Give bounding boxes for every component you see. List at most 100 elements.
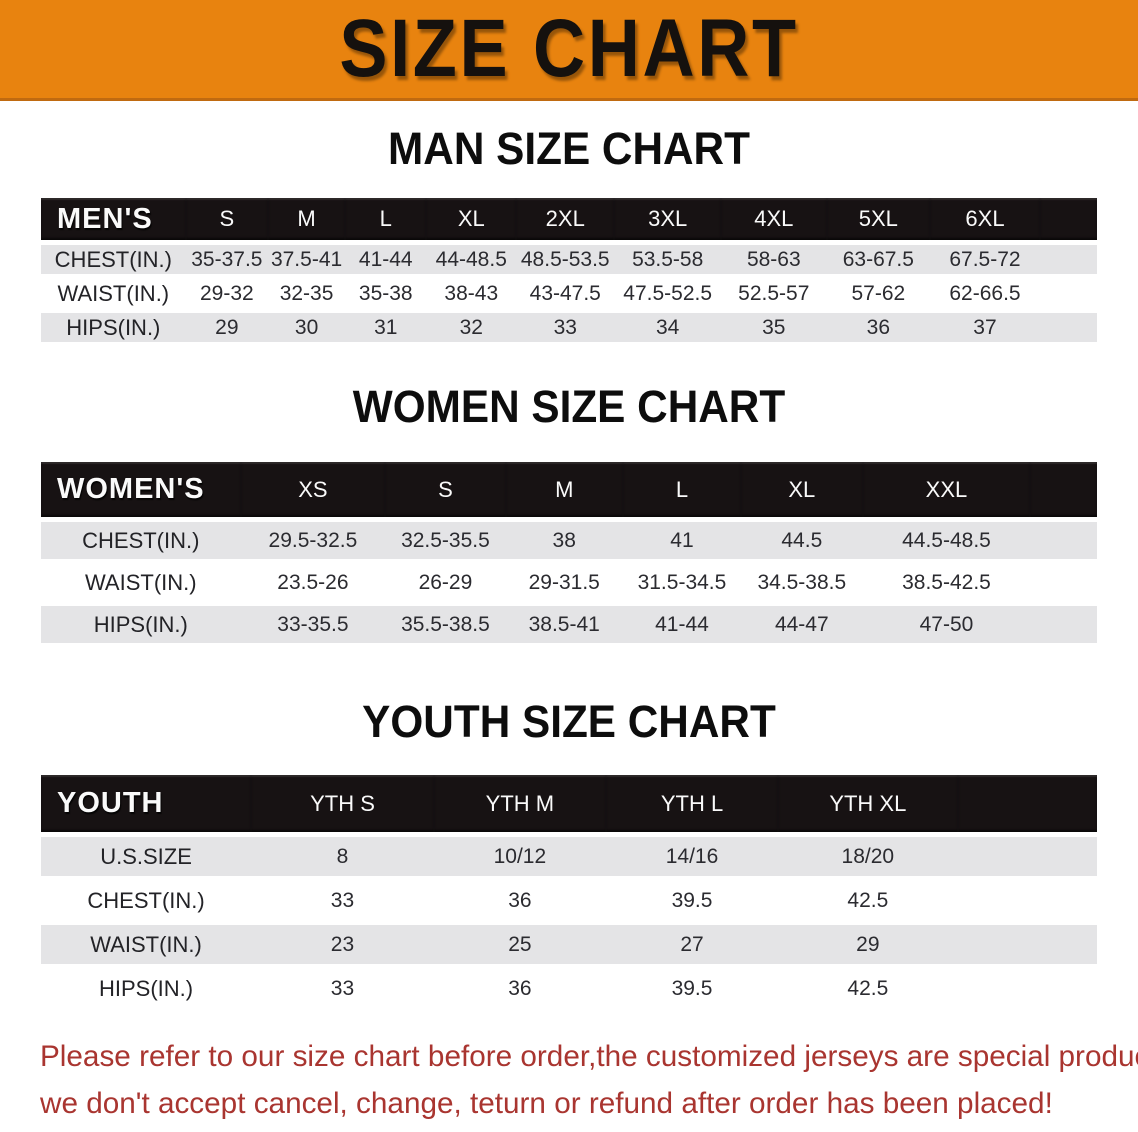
size-column-header: 4XL [721,198,827,240]
measurement-row-label: HIPS(IN.) [41,606,241,643]
size-value: 29 [778,925,958,964]
row-spacer [957,881,1097,920]
table-corner-label: YOUTH [41,775,252,832]
size-value: 42.5 [778,969,958,1008]
size-value: 63-67.5 [826,245,931,274]
size-value: 47.5-52.5 [614,279,721,308]
size-value: 34 [614,313,721,342]
measurement-row-label: CHEST(IN.) [41,522,241,559]
size-column-header: XL [741,462,863,517]
measurement-row: CHEST(IN.) 29.5-32.5 32.5-35.5 38 41 44.5 44.5… [41,522,1097,559]
size-column-header: S [385,462,506,517]
size-value: 41-44 [622,606,742,643]
size-value: 31 [345,313,427,342]
size-value: 37.5-41 [268,245,346,274]
row-spacer [957,925,1097,964]
size-column-header: 6XL [930,198,1040,240]
row-spacer [1030,564,1097,601]
men-chart-heading: MAN SIZE CHART [388,123,750,174]
size-value: 23 [251,925,434,964]
size-value: 29.5-32.5 [240,522,386,559]
size-value: 39.5 [605,881,779,920]
banner-title: SIZE CHART [339,3,799,94]
measurement-row-label: U.S.SIZE [41,837,252,876]
size-value: 33 [516,313,615,342]
size-value: 31.5-34.5 [622,564,742,601]
size-value: 39.5 [605,969,779,1008]
size-value: 41 [622,522,742,559]
size-value: 27 [605,925,779,964]
measurement-row: CHEST(IN.) 33 36 39.5 42.5 [41,881,1097,920]
row-spacer [1030,522,1097,559]
size-value: 62-66.5 [930,279,1040,308]
size-column-header: 3XL [614,198,721,240]
size-value: 25 [433,925,606,964]
size-header-row: WOMEN'S XS S M L XL XXL [41,462,1097,517]
size-value: 35 [721,313,827,342]
size-column-header: S [185,198,269,240]
size-value: 52.5-57 [721,279,827,308]
size-value: 33 [251,881,434,920]
size-value: 38.5-41 [505,606,623,643]
men-size-section: MAN SIZE CHART MEN'S S M L XL 2XL 3XL 4XL 5XL 6XL… [0,123,1138,347]
size-value: 35.5-38.5 [385,606,506,643]
size-value: 44-48.5 [426,245,517,274]
size-column-header: M [505,462,623,517]
size-value: 38.5-42.5 [862,564,1031,601]
size-value: 42.5 [778,881,958,920]
size-value: 34.5-38.5 [741,564,863,601]
size-value: 35-38 [345,279,427,308]
size-value: 18/20 [778,837,958,876]
measurement-row-label: WAIST(IN.) [41,925,252,964]
size-value: 44.5 [741,522,863,559]
row-spacer [1039,313,1097,342]
row-spacer [957,969,1097,1008]
measurement-row: U.S.SIZE 8 10/12 14/16 18/20 [41,837,1097,876]
size-value: 36 [433,881,606,920]
size-column-header: L [622,462,742,517]
measurement-row: WAIST(IN.) 29-32 32-35 35-38 38-43 43-47.5 47.… [41,279,1097,308]
size-value: 47-50 [862,606,1031,643]
table-corner-label: WOMEN'S [41,462,241,517]
size-value: 29-31.5 [505,564,623,601]
size-column-header: 2XL [516,198,615,240]
women-chart-heading: WOMEN SIZE CHART [352,381,786,432]
table-corner-label: MEN'S [41,198,186,240]
size-value: 53.5-58 [614,245,721,274]
measurement-row-label: WAIST(IN.) [41,564,241,601]
size-chart-banner: SIZE CHART [0,0,1138,101]
size-value: 29-32 [185,279,269,308]
measurement-row: WAIST(IN.) 23.5-26 26-29 29-31.5 31.5-34.5 34… [41,564,1097,601]
measurement-row-label: HIPS(IN.) [41,313,186,342]
men-size-table: MEN'S S M L XL 2XL 3XL 4XL 5XL 6XL CHEST(IN.) 35-37… [41,193,1097,347]
size-value: 44.5-48.5 [862,522,1031,559]
size-column-header: L [345,198,427,240]
size-value: 26-29 [385,564,506,601]
size-charts: MAN SIZE CHART MEN'S S M L XL 2XL 3XL 4XL 5XL 6XL… [0,123,1138,1013]
size-value: 57-62 [826,279,931,308]
row-spacer [1030,606,1097,643]
row-spacer [957,837,1097,876]
size-value: 32 [426,313,517,342]
measurement-row: WAIST(IN.) 23 25 27 29 [41,925,1097,964]
size-value: 30 [268,313,346,342]
size-column-header: YTH M [433,775,606,832]
size-column-header: 5XL [826,198,931,240]
size-value: 32.5-35.5 [385,522,506,559]
women-size-section: WOMEN SIZE CHART WOMEN'S XS S M L XL XXL CHEST(… [0,381,1138,648]
size-value: 33-35.5 [240,606,386,643]
measurement-row-label: CHEST(IN.) [41,881,252,920]
header-spacer [957,775,1097,832]
size-column-header: M [268,198,346,240]
size-value: 10/12 [433,837,606,876]
size-value: 67.5-72 [930,245,1040,274]
size-value: 48.5-53.5 [516,245,615,274]
size-value: 8 [251,837,434,876]
size-value: 44-47 [741,606,863,643]
size-value: 23.5-26 [240,564,386,601]
size-value: 32-35 [268,279,346,308]
measurement-row-label: WAIST(IN.) [41,279,186,308]
size-value: 58-63 [721,245,827,274]
size-value: 38 [505,522,623,559]
order-disclaimer: Please refer to our size chart before or… [40,1033,1138,1127]
